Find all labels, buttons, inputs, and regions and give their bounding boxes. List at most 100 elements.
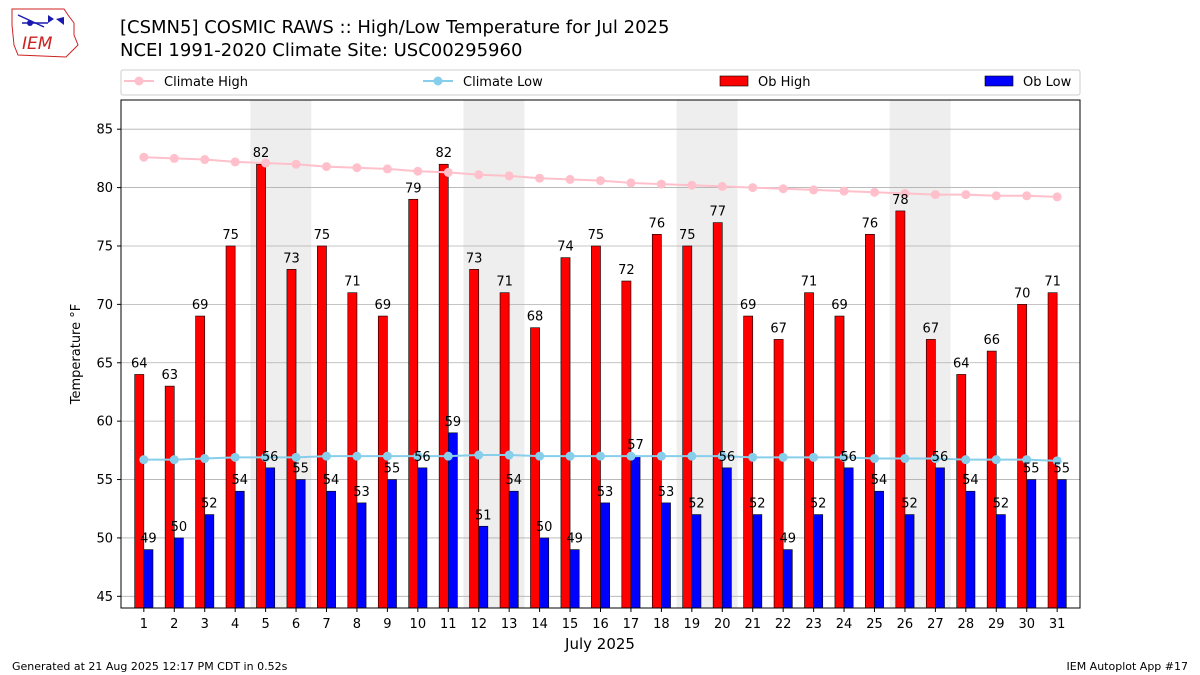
climate-high-point-27 <box>930 190 940 200</box>
ob-high-label-13: 71 <box>496 275 513 290</box>
climate-high-point-18 <box>656 179 666 189</box>
ob-low-bar-3 <box>204 514 215 609</box>
ob-high-label-19: 75 <box>679 228 696 243</box>
ob-low-label-3: 52 <box>201 497 218 512</box>
ob-low-bar-1 <box>143 549 154 609</box>
climate-low-point-6 <box>291 452 301 462</box>
ob-high-bar-12 <box>469 269 480 609</box>
ob-low-bar-29 <box>995 514 1006 609</box>
x-tick-label-22: 22 <box>775 617 792 632</box>
x-tick-label-18: 18 <box>653 617 670 632</box>
climate-low-point-20 <box>717 451 727 461</box>
ob-low-bar-30 <box>1026 479 1037 609</box>
ob-high-label-29: 66 <box>983 333 1000 348</box>
ob-low-bar-20 <box>721 467 732 609</box>
x-tick-label-20: 20 <box>714 617 731 632</box>
ob-low-label-16: 53 <box>597 485 614 500</box>
climate-high-point-21 <box>748 183 758 193</box>
climate-high-point-9 <box>382 164 392 174</box>
climate-low-point-24 <box>839 452 849 462</box>
ob-high-label-14: 68 <box>527 310 544 325</box>
ob-high-bar-7 <box>317 245 327 609</box>
ob-high-label-3: 69 <box>192 298 209 313</box>
ob-low-bar-8 <box>356 502 367 609</box>
ob-low-bar-18 <box>661 502 671 609</box>
climate-high-point-19 <box>687 180 697 190</box>
y-tick-label-55: 55 <box>96 473 113 488</box>
ob-low-bar-31 <box>1056 479 1067 609</box>
x-tick-label-7: 7 <box>322 617 330 632</box>
ob-low-label-8: 53 <box>353 485 370 500</box>
ob-high-label-6: 73 <box>283 251 300 266</box>
climate-low-point-17 <box>626 451 636 461</box>
ob-low-bar-23 <box>813 514 824 609</box>
ob-high-label-10: 79 <box>405 181 422 196</box>
climate-low-point-29 <box>991 455 1001 465</box>
ob-low-bar-14 <box>539 537 550 609</box>
ob-high-label-27: 67 <box>923 321 940 336</box>
climate-high-point-15 <box>565 174 575 184</box>
logo-text: IEM <box>22 34 53 54</box>
y-tick-label-65: 65 <box>96 356 113 371</box>
y-tick-label-80: 80 <box>96 181 113 196</box>
climate-high-point-28 <box>961 190 971 200</box>
ob-low-bar-16 <box>600 502 610 609</box>
ob-high-bar-28 <box>956 374 967 609</box>
ob-low-bar-25 <box>874 490 884 609</box>
legend-frame <box>120 69 1081 96</box>
climate-high-point-6 <box>291 159 301 169</box>
climate-low-point-28 <box>961 455 971 465</box>
ob-low-label-24: 56 <box>840 450 857 465</box>
ob-high-bar-27 <box>925 339 936 609</box>
climate-low-point-5 <box>261 452 271 462</box>
climate-high-point-20 <box>717 181 727 191</box>
climate-high-point-13 <box>504 171 514 181</box>
ob-high-label-28: 64 <box>953 356 970 371</box>
x-tick-label-25: 25 <box>866 617 883 632</box>
climate-high-point-4 <box>230 157 240 167</box>
ob-high-bar-10 <box>408 198 419 609</box>
chart-title: [CSMN5] COSMIC RAWS :: High/Low Temperat… <box>120 17 670 38</box>
ob-high-bar-15 <box>560 257 571 609</box>
ob-high-label-2: 63 <box>161 368 178 383</box>
ob-high-label-16: 75 <box>588 228 605 243</box>
chart-subtitle: NCEI 1991-2020 Climate Site: USC00295960 <box>120 40 523 61</box>
x-tick-label-8: 8 <box>353 617 361 632</box>
climate-high-point-26 <box>900 188 910 198</box>
climate-high-point-12 <box>474 170 484 180</box>
ob-high-bar-14 <box>530 327 540 609</box>
climate-high-point-10 <box>413 166 423 176</box>
legend-ob-low-label: Ob Low <box>1023 75 1072 90</box>
climate-low-point-25 <box>870 454 879 464</box>
ob-high-label-7: 75 <box>314 228 331 243</box>
climate-low-point-14 <box>535 451 545 461</box>
y-tick-label-50: 50 <box>96 531 113 546</box>
ob-low-label-20: 56 <box>719 450 736 465</box>
climate-low-point-13 <box>504 450 514 460</box>
ob-low-bar-6 <box>295 479 306 609</box>
climate-high-point-17 <box>626 178 636 188</box>
ob-low-label-27: 56 <box>932 450 949 465</box>
legend-climate-low-label: Climate Low <box>463 75 543 90</box>
ob-low-label-28: 54 <box>962 473 979 488</box>
ob-low-bar-21 <box>752 514 763 609</box>
x-tick-label-19: 19 <box>684 617 701 632</box>
climate-high-point-31 <box>1052 192 1062 202</box>
climate-low-point-1 <box>139 455 149 465</box>
ob-low-label-5: 56 <box>262 450 279 465</box>
x-axis-label: July 2025 <box>564 635 635 653</box>
legend-ob-high-label: Ob High <box>758 75 811 90</box>
ob-low-label-4: 54 <box>231 473 248 488</box>
ob-low-bar-15 <box>569 549 580 609</box>
x-tick-label-27: 27 <box>927 617 944 632</box>
ob-low-bar-19 <box>691 514 702 609</box>
ob-low-label-13: 54 <box>505 473 522 488</box>
ob-high-bar-23 <box>804 292 814 609</box>
y-tick-label-75: 75 <box>96 239 113 254</box>
x-tick-label-5: 5 <box>261 617 269 632</box>
climate-high-point-24 <box>839 186 849 196</box>
ob-low-label-21: 52 <box>749 497 766 512</box>
climate-low-point-9 <box>382 451 392 461</box>
climate-low-point-21 <box>748 452 758 462</box>
